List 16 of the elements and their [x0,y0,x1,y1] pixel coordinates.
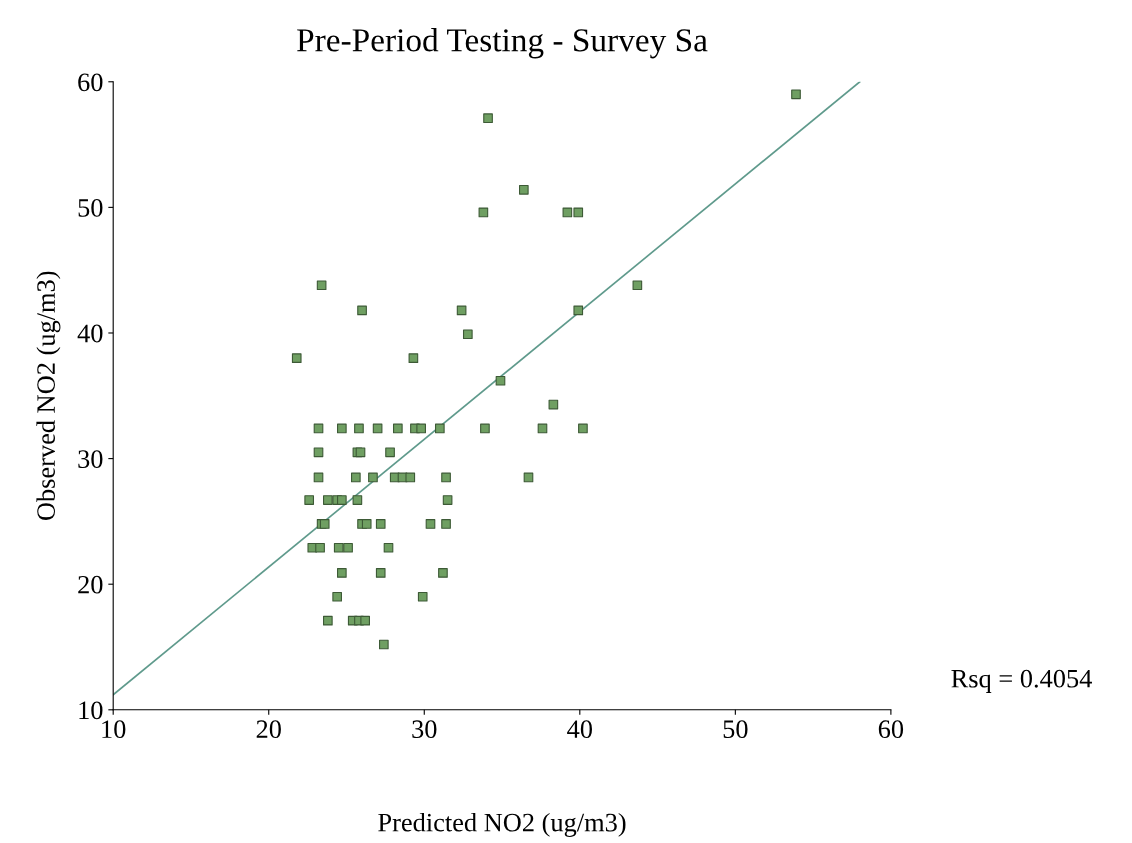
y-tick-label: 60 [78,73,103,92]
y-tick-label: 50 [78,198,103,217]
chart-title: Pre-Period Testing - Survey Sa [297,28,708,59]
x-tick-label: 20 [256,720,281,739]
y-tick-label: 20 [78,575,103,594]
y-tick-label: 40 [77,324,103,343]
x-tick-label: 30 [412,720,437,739]
x-tick-label: 10 [102,720,126,739]
x-tick-label: 50 [723,720,748,739]
y-tick-label: 30 [78,450,103,469]
text: Rsq = 0.4054 [951,669,1092,693]
x-tick-label: 40 [567,720,592,739]
y-axis-title: Observed NO2 (ug/m3) [36,271,61,521]
y-tick-label: 10 [79,701,103,720]
x-axis-title: Predicted NO2 (ug/m3) [378,812,626,837]
x-tick-label: 60 [878,720,904,739]
